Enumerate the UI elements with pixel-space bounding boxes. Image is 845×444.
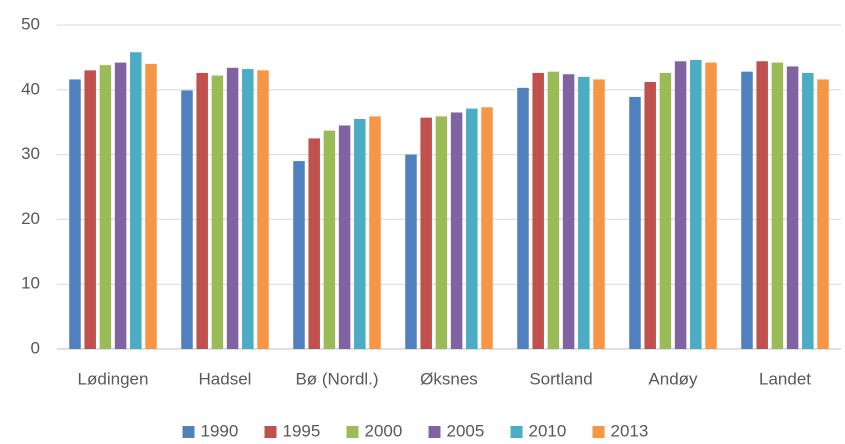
y-tick-label: 40	[21, 79, 40, 98]
bar	[257, 70, 269, 350]
x-tick-label: Hadsel	[199, 369, 252, 388]
bar	[578, 76, 590, 349]
bar	[196, 72, 208, 350]
bar	[450, 112, 463, 349]
x-tick-label: Lødingen	[78, 369, 149, 388]
bar	[593, 79, 605, 349]
bar	[435, 116, 448, 349]
bar	[323, 130, 336, 349]
bar	[532, 72, 544, 350]
bar	[99, 65, 112, 350]
bar	[293, 161, 305, 349]
bar	[308, 138, 320, 349]
bar	[354, 118, 366, 350]
legend-label: 1995	[283, 421, 321, 440]
y-tick-label: 20	[21, 209, 40, 228]
legend-swatch	[182, 426, 195, 438]
legend-label: 2000	[365, 421, 403, 440]
bar	[741, 71, 753, 349]
bar	[369, 116, 381, 349]
bar	[242, 69, 254, 350]
bar	[405, 154, 417, 349]
y-tick-label: 0	[31, 338, 40, 357]
bar	[226, 67, 239, 349]
bar	[517, 87, 529, 349]
bar	[211, 75, 224, 349]
bar	[338, 125, 351, 349]
bar	[786, 66, 799, 350]
x-tick-label: Landet	[759, 369, 811, 388]
bar	[114, 62, 127, 350]
bar	[629, 96, 641, 349]
bar	[145, 63, 157, 349]
bar	[547, 71, 560, 349]
bar	[84, 70, 96, 350]
x-tick-label: Øksnes	[420, 369, 478, 388]
bar	[130, 52, 142, 349]
legend-label: 2010	[529, 421, 567, 440]
bar	[756, 61, 768, 350]
y-tick-label: 30	[21, 144, 40, 163]
bar	[690, 59, 702, 349]
bar	[771, 62, 784, 350]
bar	[420, 117, 432, 349]
bar	[562, 74, 575, 350]
y-tick-label: 10	[21, 274, 40, 293]
legend-swatch	[428, 426, 441, 438]
bar	[659, 72, 672, 350]
legend-swatch	[264, 426, 277, 438]
x-tick-label: Andøy	[648, 369, 698, 388]
x-tick-label: Bø (Nordl.)	[295, 369, 378, 388]
bar	[69, 79, 81, 349]
legend-swatch	[592, 426, 605, 438]
bar	[181, 90, 193, 349]
legend-label: 2013	[611, 421, 649, 440]
legend-swatch	[346, 426, 359, 438]
legend-swatch	[510, 426, 523, 438]
legend-label: 1990	[201, 421, 239, 440]
bar	[802, 72, 814, 350]
x-tick-label: Sortland	[529, 369, 592, 388]
bar	[674, 61, 687, 350]
bar	[705, 62, 717, 350]
bar	[466, 108, 478, 349]
bar	[481, 107, 493, 350]
bar	[817, 79, 829, 349]
legend-label: 2005	[447, 421, 485, 440]
bar	[644, 82, 656, 350]
y-tick-label: 50	[21, 14, 40, 33]
